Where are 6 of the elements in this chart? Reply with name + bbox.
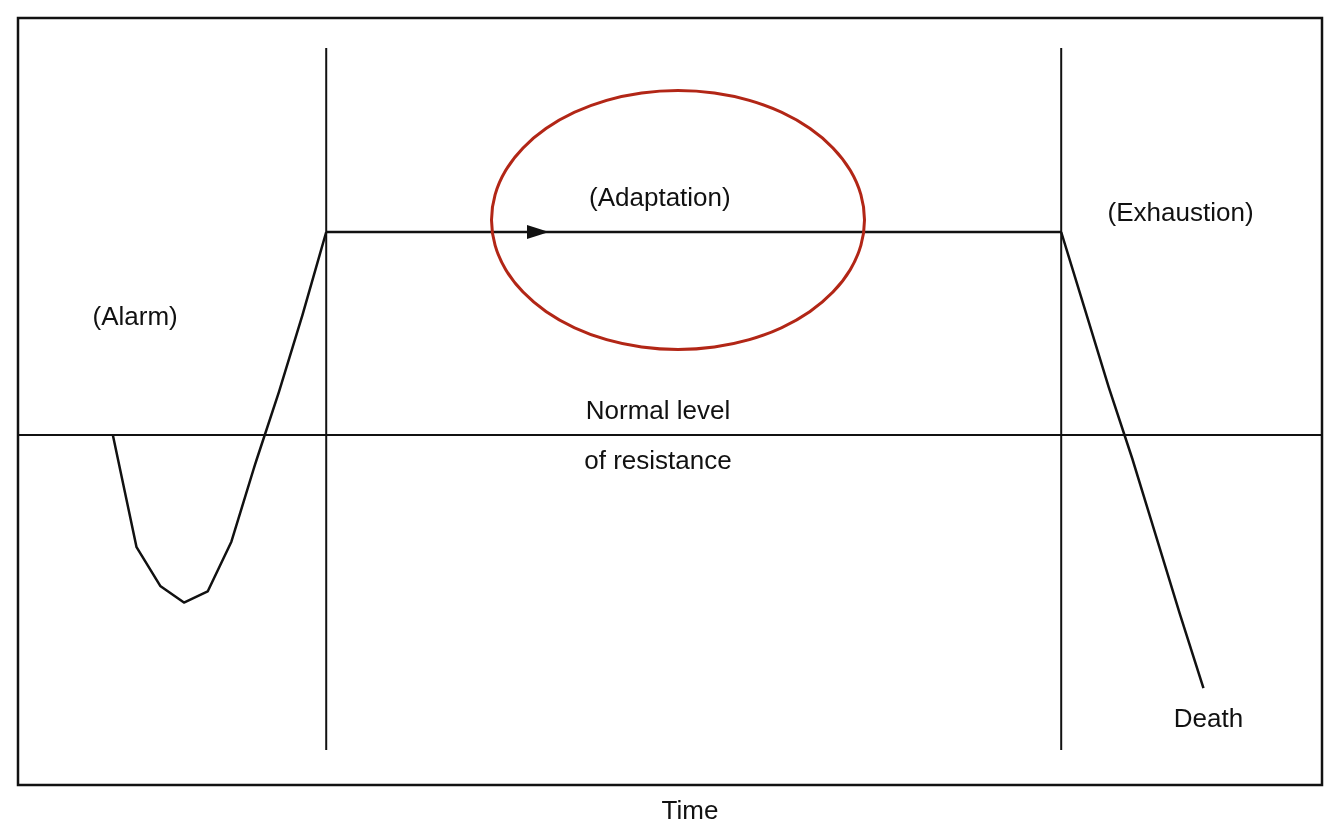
annotation: Death <box>1173 702 1244 733</box>
x-axis-title: Time <box>661 795 719 826</box>
text: (Adaptation) <box>589 181 731 212</box>
annotation: (Alarm) <box>92 301 178 332</box>
text: (Exhaustion) <box>1107 197 1254 228</box>
ref-line-label: Normal level of resistance <box>584 395 732 476</box>
